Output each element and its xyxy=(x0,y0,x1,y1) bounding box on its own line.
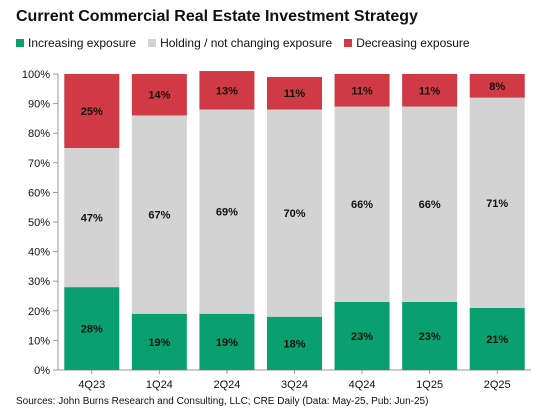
x-tick-label: 2Q25 xyxy=(484,379,511,391)
data-label: 11% xyxy=(351,85,373,97)
data-label: 25% xyxy=(81,106,103,118)
data-label: 14% xyxy=(148,90,170,102)
source-note: Sources: John Burns Research and Consult… xyxy=(16,396,429,407)
chart-title: Current Commercial Real Estate Investmen… xyxy=(16,8,418,25)
data-label: 13% xyxy=(216,85,238,97)
bar-segment xyxy=(64,287,120,370)
data-label: 11% xyxy=(284,88,306,100)
legend-label-holding: Holding / not changing exposure xyxy=(160,36,333,50)
data-label: 23% xyxy=(351,331,373,343)
bar-segment xyxy=(131,115,187,314)
bar-segment xyxy=(469,74,525,98)
legend-swatch-holding xyxy=(148,39,157,47)
data-label: 21% xyxy=(486,334,508,346)
data-label: 8% xyxy=(489,81,505,93)
x-tick-label: 2Q24 xyxy=(213,379,240,391)
legend: Increasing exposure Holding / not changi… xyxy=(16,36,482,50)
legend-swatch-increasing xyxy=(16,39,24,47)
bar-segment xyxy=(334,106,390,302)
data-label: 71% xyxy=(486,198,508,210)
y-tick-label: 70% xyxy=(28,158,50,170)
y-tick-label: 30% xyxy=(28,276,50,288)
data-label: 69% xyxy=(216,207,238,219)
x-tick-label: 1Q24 xyxy=(146,379,173,391)
y-tick-label: 100% xyxy=(22,69,50,81)
legend-item-increasing: Increasing exposure xyxy=(16,36,136,50)
bar-segment xyxy=(267,76,322,110)
x-tick-label: 4Q24 xyxy=(349,379,376,391)
data-label: 23% xyxy=(419,331,441,343)
legend-item-decreasing: Decreasing exposure xyxy=(344,36,470,50)
legend-label-increasing: Increasing exposure xyxy=(28,36,137,50)
data-label: 11% xyxy=(419,85,441,97)
legend-swatch-decreasing xyxy=(344,39,353,47)
y-tick-label: 10% xyxy=(28,335,50,347)
bar-segment xyxy=(334,301,390,370)
bar-segment xyxy=(131,313,187,370)
bar-segment xyxy=(402,301,458,370)
data-label: 18% xyxy=(283,338,305,350)
bar-segment xyxy=(334,74,390,107)
bar-segment xyxy=(402,106,458,302)
y-tick-label: 80% xyxy=(28,128,50,140)
data-label: 66% xyxy=(419,199,441,211)
legend-label-decreasing: Decreasing exposure xyxy=(356,36,470,50)
bar-segment xyxy=(267,316,322,370)
bar-segment xyxy=(402,74,458,107)
bar-segment xyxy=(131,74,187,116)
x-tick-label: 3Q24 xyxy=(281,379,308,391)
legend-item-holding: Holding / not changing exposure xyxy=(148,36,332,50)
data-label: 47% xyxy=(81,213,103,225)
x-tick-label: 4Q23 xyxy=(78,379,105,391)
y-tick-label: 0% xyxy=(34,365,50,377)
y-tick-label: 90% xyxy=(28,99,50,111)
data-label: 19% xyxy=(148,337,170,349)
y-tick-label: 40% xyxy=(28,247,50,259)
y-tick-label: 50% xyxy=(28,217,50,229)
data-label: 70% xyxy=(283,208,305,220)
data-label: 19% xyxy=(216,337,238,349)
bar-segment xyxy=(199,109,255,314)
bar-segment xyxy=(469,97,525,308)
y-tick-label: 60% xyxy=(28,187,50,199)
bar-segment xyxy=(64,74,120,148)
data-label: 66% xyxy=(351,199,373,211)
y-tick-label: 20% xyxy=(28,306,50,318)
bar-segment xyxy=(64,148,120,288)
data-label: 28% xyxy=(81,324,103,336)
bar-segment xyxy=(199,71,255,110)
bar-segment xyxy=(199,313,255,370)
x-tick-label: 1Q25 xyxy=(416,379,443,391)
bar-segment xyxy=(469,307,525,370)
bar-segment xyxy=(267,109,322,317)
data-label: 67% xyxy=(148,210,170,222)
